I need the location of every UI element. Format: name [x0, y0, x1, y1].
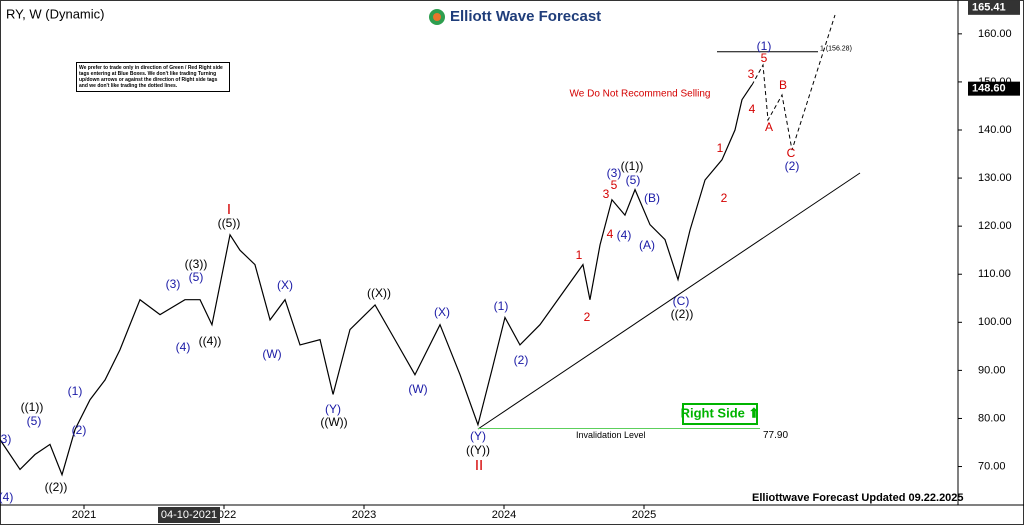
wave-label: ((3)) — [185, 257, 208, 271]
wave-label: 4 — [607, 227, 614, 241]
y-tick-label: 70.00 — [978, 460, 1006, 472]
wave-label: (2) — [514, 353, 529, 367]
wave-label: 1 — [576, 248, 583, 262]
wave-label: 3 — [748, 67, 755, 81]
wave-label: 3 — [603, 187, 610, 201]
cursor-label: 04-10-2021 — [161, 509, 217, 521]
y-tick-label: 130.00 — [978, 172, 1012, 184]
wave-label: (3) — [166, 277, 181, 291]
trend-line — [477, 172, 861, 430]
wave-label: 1 — [717, 141, 724, 155]
fib-label: 1 (156.28) — [820, 46, 852, 53]
wave-label: B — [779, 78, 787, 92]
wave-label: ((X)) — [367, 286, 391, 300]
wave-label: (B) — [644, 191, 660, 205]
wave-label: (X) — [277, 278, 293, 292]
wave-label: (W) — [262, 347, 281, 361]
wave-label: (4) — [176, 340, 191, 354]
y-tick-label: 120.00 — [978, 220, 1012, 232]
wave-label: (C) — [673, 294, 690, 308]
y-tick-label: 90.00 — [978, 364, 1006, 376]
wave-label: (5) — [626, 173, 641, 187]
wave-label: 4 — [749, 102, 756, 116]
wave-label: 5 — [611, 178, 618, 192]
wave-label: ((2)) — [45, 480, 68, 494]
wave-label: (2) — [785, 159, 800, 173]
wave-label: II — [475, 457, 483, 474]
invalidation-label: Invalidation Level — [576, 430, 646, 440]
x-tick-label: 2024 — [492, 509, 516, 521]
right-side-box — [682, 403, 758, 425]
projection — [751, 14, 836, 151]
right-side: Right Side ⬆ — [681, 405, 760, 420]
chart-title: RY, W (Dynamic) — [6, 6, 104, 21]
price-box — [968, 0, 1020, 15]
y-tick-label: 110.00 — [978, 268, 1011, 280]
wave-label: (4) — [617, 228, 632, 242]
wave-label: C — [787, 146, 796, 160]
wave-label: 2 — [584, 310, 591, 324]
wave-label: (2) — [72, 423, 87, 437]
wave-label: 2 — [721, 191, 728, 205]
y-tick-label: 160.00 — [978, 28, 1012, 40]
wave-label: ((Y)) — [466, 443, 490, 457]
wave-label: ((1)) — [621, 159, 644, 173]
wave-label: (1) — [68, 384, 83, 398]
y-tick-label: 140.00 — [978, 124, 1012, 136]
wave-label: A — [765, 120, 773, 134]
price-label: 165.41 — [972, 2, 1006, 14]
wave-label: (A) — [639, 238, 655, 252]
invalidation-value: 77.90 — [763, 430, 788, 441]
wave-label: I — [227, 201, 231, 218]
logo — [433, 13, 441, 21]
wave-label: (1) — [757, 39, 772, 53]
y-tick-label: 100.00 — [978, 316, 1012, 328]
wave-label: (W) — [408, 382, 427, 396]
wave-label: ((5)) — [218, 216, 241, 230]
wave-label: ((4)) — [199, 334, 222, 348]
wave-label: (Y) — [470, 429, 486, 443]
note: We Do Not Recommend Selling — [570, 89, 711, 100]
x-tick-label: 2023 — [352, 509, 376, 521]
wave-label: (4) — [0, 490, 13, 504]
price-line — [0, 84, 753, 477]
brand: Elliott Wave Forecast — [450, 8, 601, 25]
wave-label: ((1)) — [21, 400, 44, 414]
wave-label: (3) — [607, 166, 622, 180]
wave-label: (3) — [0, 432, 11, 446]
y-tick-label: 80.00 — [978, 412, 1006, 424]
x-tick-label: 2025 — [632, 509, 656, 521]
price-box — [968, 81, 1020, 96]
wave-label: ((W)) — [320, 415, 347, 429]
price-label: 148.60 — [972, 83, 1006, 95]
disclaimer-box: We prefer to trade only in direction of … — [76, 62, 230, 92]
cursor-box — [158, 507, 220, 523]
wave-label: (Y) — [325, 402, 341, 416]
x-tick-label: 2021 — [72, 509, 96, 521]
wave-label: ((2)) — [671, 307, 694, 321]
wave-label: 5 — [761, 51, 768, 65]
disclaimer: We prefer to trade only in direction of … — [76, 62, 230, 92]
footer: Elliottwave Forecast Updated 09.22.2025 — [752, 492, 964, 504]
wave-label: (1) — [494, 299, 509, 313]
wave-label: (5) — [27, 414, 42, 428]
wave-label: (5) — [189, 270, 204, 284]
wave-label: (X) — [434, 305, 450, 319]
